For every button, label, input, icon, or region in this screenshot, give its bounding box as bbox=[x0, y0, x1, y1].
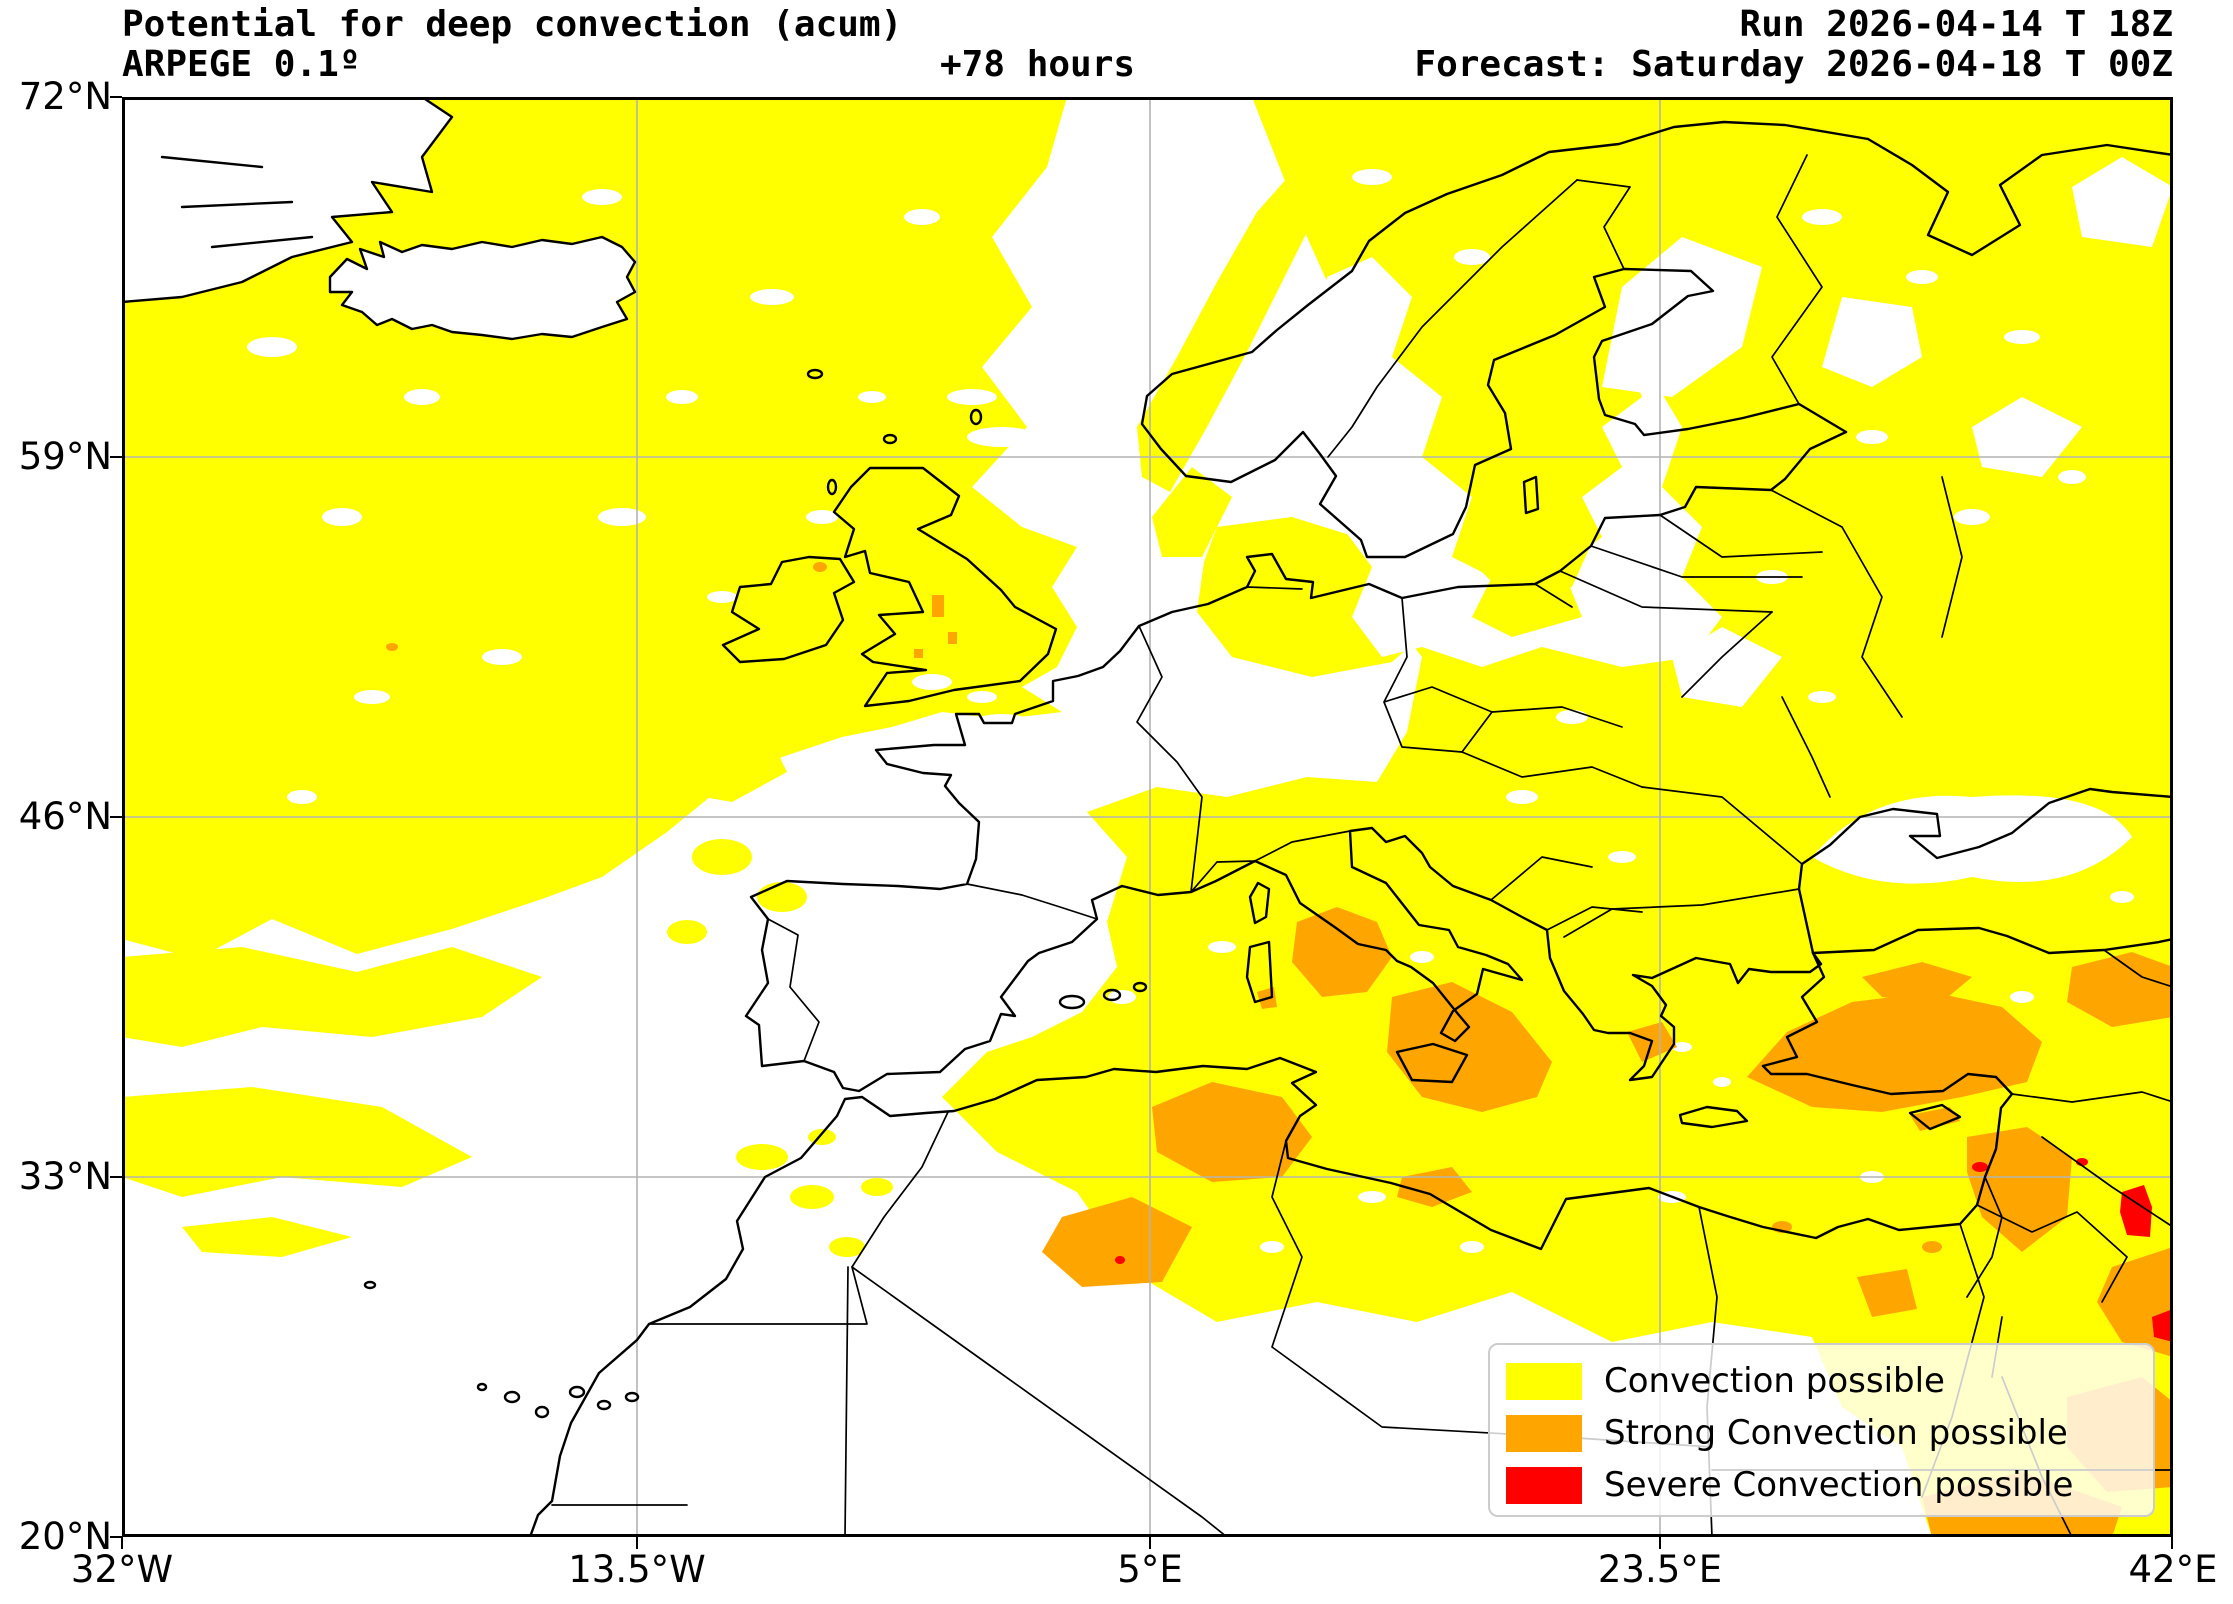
page-title: Potential for deep convection (acum) bbox=[122, 4, 903, 45]
x-tick-mark bbox=[636, 1537, 638, 1549]
map-canvas bbox=[120, 95, 2175, 1539]
run-label: Run 2026-04-14 T 18Z bbox=[1739, 4, 2173, 45]
graticule bbox=[122, 97, 2173, 1537]
y-tick-mark bbox=[110, 96, 122, 98]
legend-label: Severe Convection possible bbox=[1604, 1465, 2074, 1505]
legend-swatch-red bbox=[1506, 1466, 1582, 1504]
legend-item-severe-convection: Severe Convection possible bbox=[1506, 1459, 2153, 1511]
forecast-label: Forecast: Saturday 2026-04-18 T 00Z bbox=[1414, 44, 2173, 85]
x-tick-mark bbox=[2171, 1537, 2173, 1549]
lat-tick-59n: 59°N bbox=[18, 435, 112, 478]
legend-item-strong-convection: Strong Convection possible bbox=[1506, 1407, 2153, 1459]
lat-tick-20n: 20°N bbox=[18, 1515, 112, 1558]
lon-tick-42e: 42°E bbox=[2128, 1548, 2218, 1591]
lon-tick-5e: 5°E bbox=[1117, 1548, 1183, 1591]
lat-tick-46n: 46°N bbox=[18, 795, 112, 838]
plot-frame bbox=[122, 97, 2173, 1537]
lat-tick-33n: 33°N bbox=[18, 1155, 112, 1198]
legend: Convection possible Strong Convection po… bbox=[1488, 1343, 2155, 1517]
x-tick-mark bbox=[121, 1537, 123, 1549]
y-tick-mark bbox=[110, 456, 122, 458]
legend-item-convection: Convection possible bbox=[1506, 1355, 2153, 1407]
lon-tick-32w: 32°W bbox=[70, 1548, 174, 1591]
legend-swatch-orange bbox=[1506, 1414, 1582, 1452]
lead-time-label: +78 hours bbox=[940, 44, 1136, 85]
model-label: ARPEGE 0.1º bbox=[122, 44, 361, 85]
coastlines bbox=[120, 95, 2175, 1539]
legend-swatch-yellow bbox=[1506, 1362, 1582, 1400]
y-tick-mark bbox=[110, 1176, 122, 1178]
x-tick-mark bbox=[1149, 1537, 1151, 1549]
lat-tick-72n: 72°N bbox=[18, 75, 112, 118]
lon-tick-23-5e: 23.5°E bbox=[1597, 1548, 1723, 1591]
x-tick-mark bbox=[1659, 1537, 1661, 1549]
y-tick-mark bbox=[110, 816, 122, 818]
clear-areas-layer bbox=[247, 157, 2173, 1253]
legend-label: Convection possible bbox=[1604, 1361, 1945, 1401]
legend-label: Strong Convection possible bbox=[1604, 1413, 2068, 1453]
y-tick-mark bbox=[110, 1536, 122, 1538]
lon-tick-13-5w: 13.5°W bbox=[568, 1548, 706, 1591]
